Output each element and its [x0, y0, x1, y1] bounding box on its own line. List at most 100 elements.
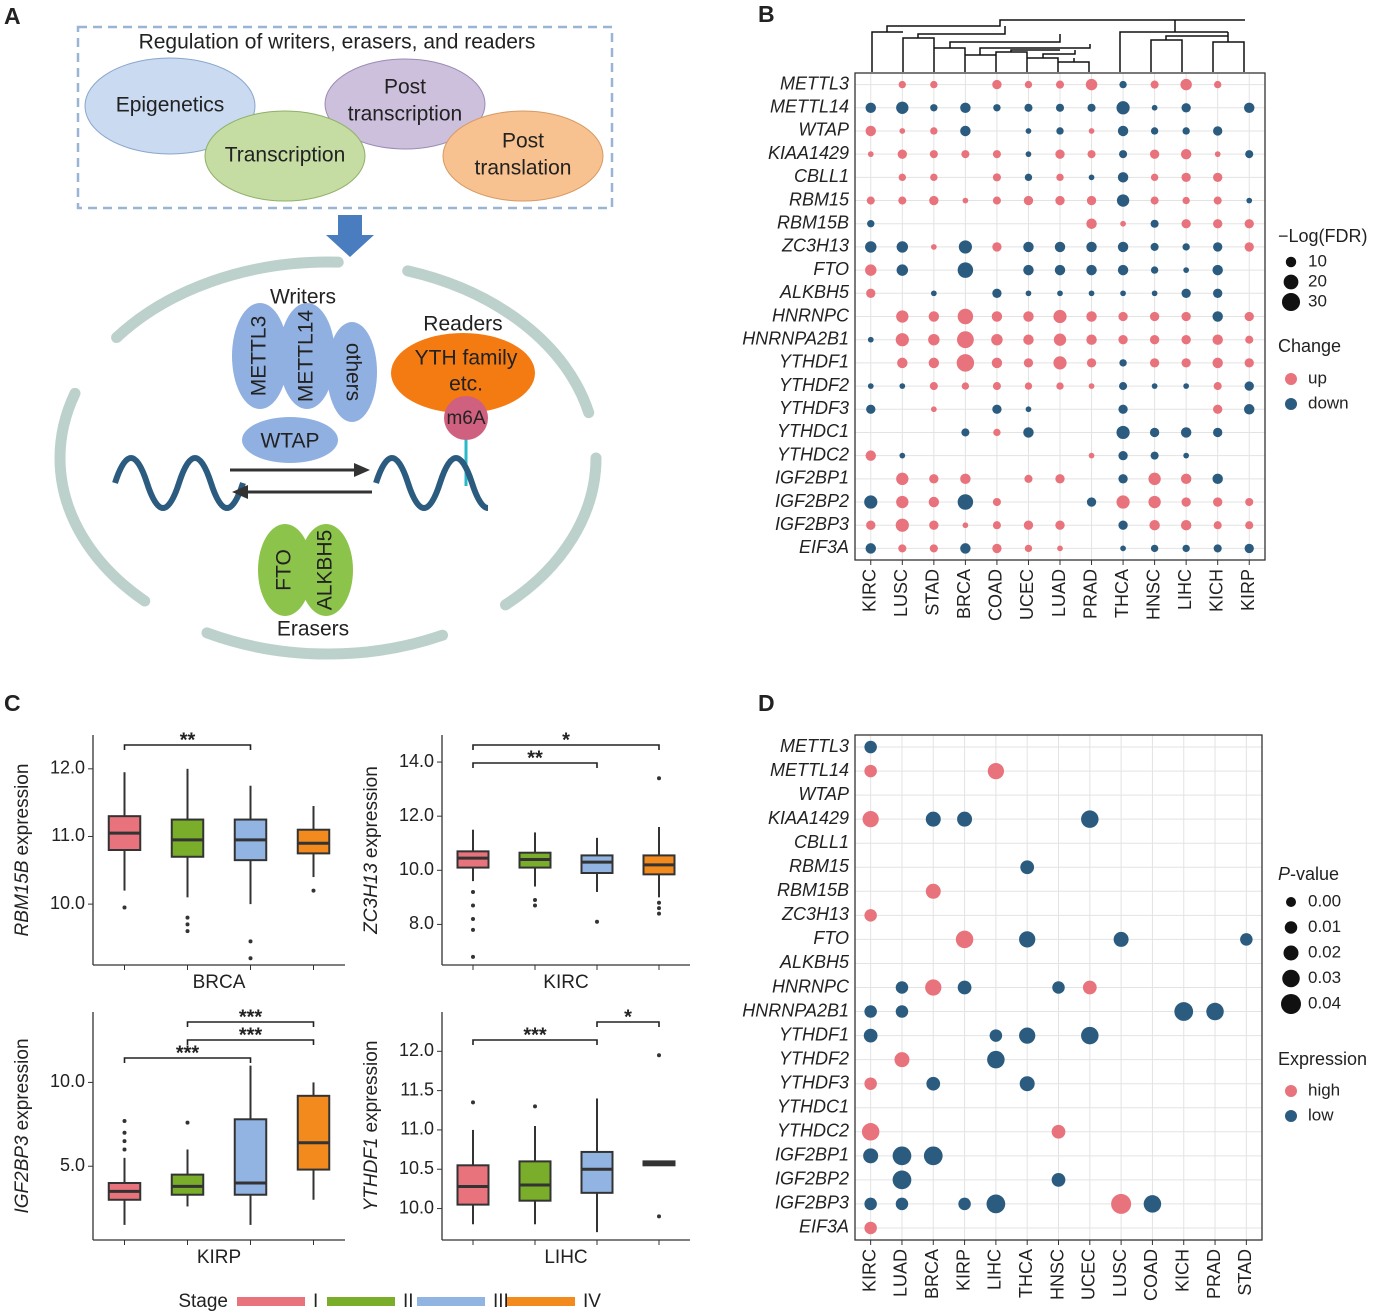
- outlier: [185, 922, 190, 927]
- dot: [1086, 334, 1097, 345]
- y-tick-label: 12.0: [399, 1040, 434, 1060]
- dot: [1214, 80, 1222, 89]
- dot: [1213, 521, 1222, 530]
- protein: [242, 417, 338, 463]
- regulator-label: Transcription: [225, 144, 346, 167]
- dot: [892, 1146, 912, 1166]
- regulator: [442, 110, 604, 202]
- dot: [1020, 860, 1035, 875]
- dot: [864, 1005, 877, 1018]
- dot: [1244, 311, 1254, 322]
- y-tick-label: 14.0: [399, 751, 434, 771]
- y-tick-label: YTHDF2: [779, 375, 849, 395]
- y-tick-label: ALKBH5: [779, 282, 850, 302]
- dot: [929, 544, 938, 553]
- outlier: [122, 1118, 127, 1123]
- dot: [925, 883, 941, 899]
- dot: [928, 496, 940, 508]
- dot: [865, 264, 877, 276]
- dot: [992, 79, 1002, 90]
- box: [518, 1160, 552, 1202]
- y-tick-label: FTO: [813, 928, 849, 948]
- y-tick-label: EIF3A: [799, 537, 849, 557]
- dot: [895, 333, 909, 347]
- dot: [866, 404, 876, 414]
- x-tick-label: LUAD: [891, 1249, 911, 1297]
- significance-label: ***: [239, 1006, 263, 1028]
- x-tick-label: UCEC: [1079, 1249, 1099, 1300]
- dot: [1182, 127, 1190, 135]
- dot: [992, 242, 1002, 252]
- x-tick-label: LUSC: [1110, 1249, 1130, 1297]
- protein-label: etc.: [449, 373, 483, 396]
- box: [170, 818, 205, 858]
- x-tick-label: HNSC: [1047, 1249, 1067, 1300]
- dot: [930, 406, 937, 413]
- y-tick-label: YTHDF1: [779, 1024, 849, 1044]
- dot: [1151, 290, 1158, 297]
- dot: [929, 520, 939, 530]
- dot: [1024, 173, 1033, 182]
- dot: [864, 495, 878, 509]
- dot: [867, 151, 874, 158]
- dot: [992, 150, 1001, 159]
- outlier: [122, 1139, 127, 1144]
- dot: [1051, 1124, 1066, 1139]
- dot: [1149, 358, 1160, 368]
- protein: [279, 303, 335, 409]
- dot: [898, 173, 906, 182]
- dot: [1182, 196, 1190, 205]
- dot: [1054, 241, 1066, 253]
- dot: [1054, 264, 1066, 276]
- dot: [928, 311, 940, 322]
- dot: [986, 1194, 1006, 1214]
- x-tick-label: KIRC: [860, 569, 880, 612]
- dot: [1183, 267, 1190, 273]
- group-title: Readers: [423, 313, 502, 336]
- dot: [865, 450, 876, 461]
- group-title: Erasers: [277, 618, 349, 641]
- dot: [899, 452, 906, 459]
- dot: [1116, 425, 1130, 440]
- dot: [993, 428, 1001, 437]
- y-tick-label: YTHDF1: [779, 352, 849, 372]
- dot: [991, 333, 1003, 346]
- y-tick-label: METTL14: [770, 97, 849, 117]
- dot: [1025, 290, 1032, 297]
- size-key: [1286, 897, 1296, 907]
- y-tick-label: YTHDF3: [779, 398, 849, 418]
- dot: [896, 101, 909, 114]
- significance-label: **: [180, 729, 196, 751]
- dot: [1116, 194, 1130, 207]
- outlier: [657, 906, 661, 911]
- dot: [1150, 266, 1159, 274]
- dot: [1087, 103, 1096, 112]
- dot: [1019, 931, 1036, 948]
- dot: [993, 104, 1001, 112]
- size-key-label: 0.04: [1308, 993, 1341, 1012]
- x-axis-label: LIHC: [544, 1247, 587, 1268]
- x-tick-label: BRCA: [954, 569, 974, 619]
- significance-bracket: [472, 744, 660, 750]
- y-tick-label: 10.0: [399, 859, 434, 879]
- dot: [1148, 472, 1161, 486]
- significance-label: *: [562, 729, 570, 751]
- dot: [992, 404, 1002, 414]
- y-tick-label: WTAP: [798, 120, 849, 140]
- dot: [867, 336, 874, 343]
- legend-title-part: -value: [1290, 864, 1339, 884]
- rna: [112, 455, 246, 511]
- protein-label: FTO: [273, 549, 296, 591]
- y-axis-label-part: YTHDF1: [361, 1137, 382, 1211]
- y-tick-label: RBM15: [789, 189, 850, 209]
- dot: [1023, 264, 1034, 276]
- y-tick-label: HNRNPC: [772, 305, 850, 325]
- dot: [1244, 358, 1254, 368]
- outlier: [533, 903, 537, 908]
- dot: [895, 518, 909, 532]
- dot: [1086, 311, 1097, 322]
- dot: [894, 1052, 910, 1068]
- dot: [1213, 219, 1223, 229]
- dot: [1213, 404, 1223, 414]
- outlier: [657, 900, 661, 905]
